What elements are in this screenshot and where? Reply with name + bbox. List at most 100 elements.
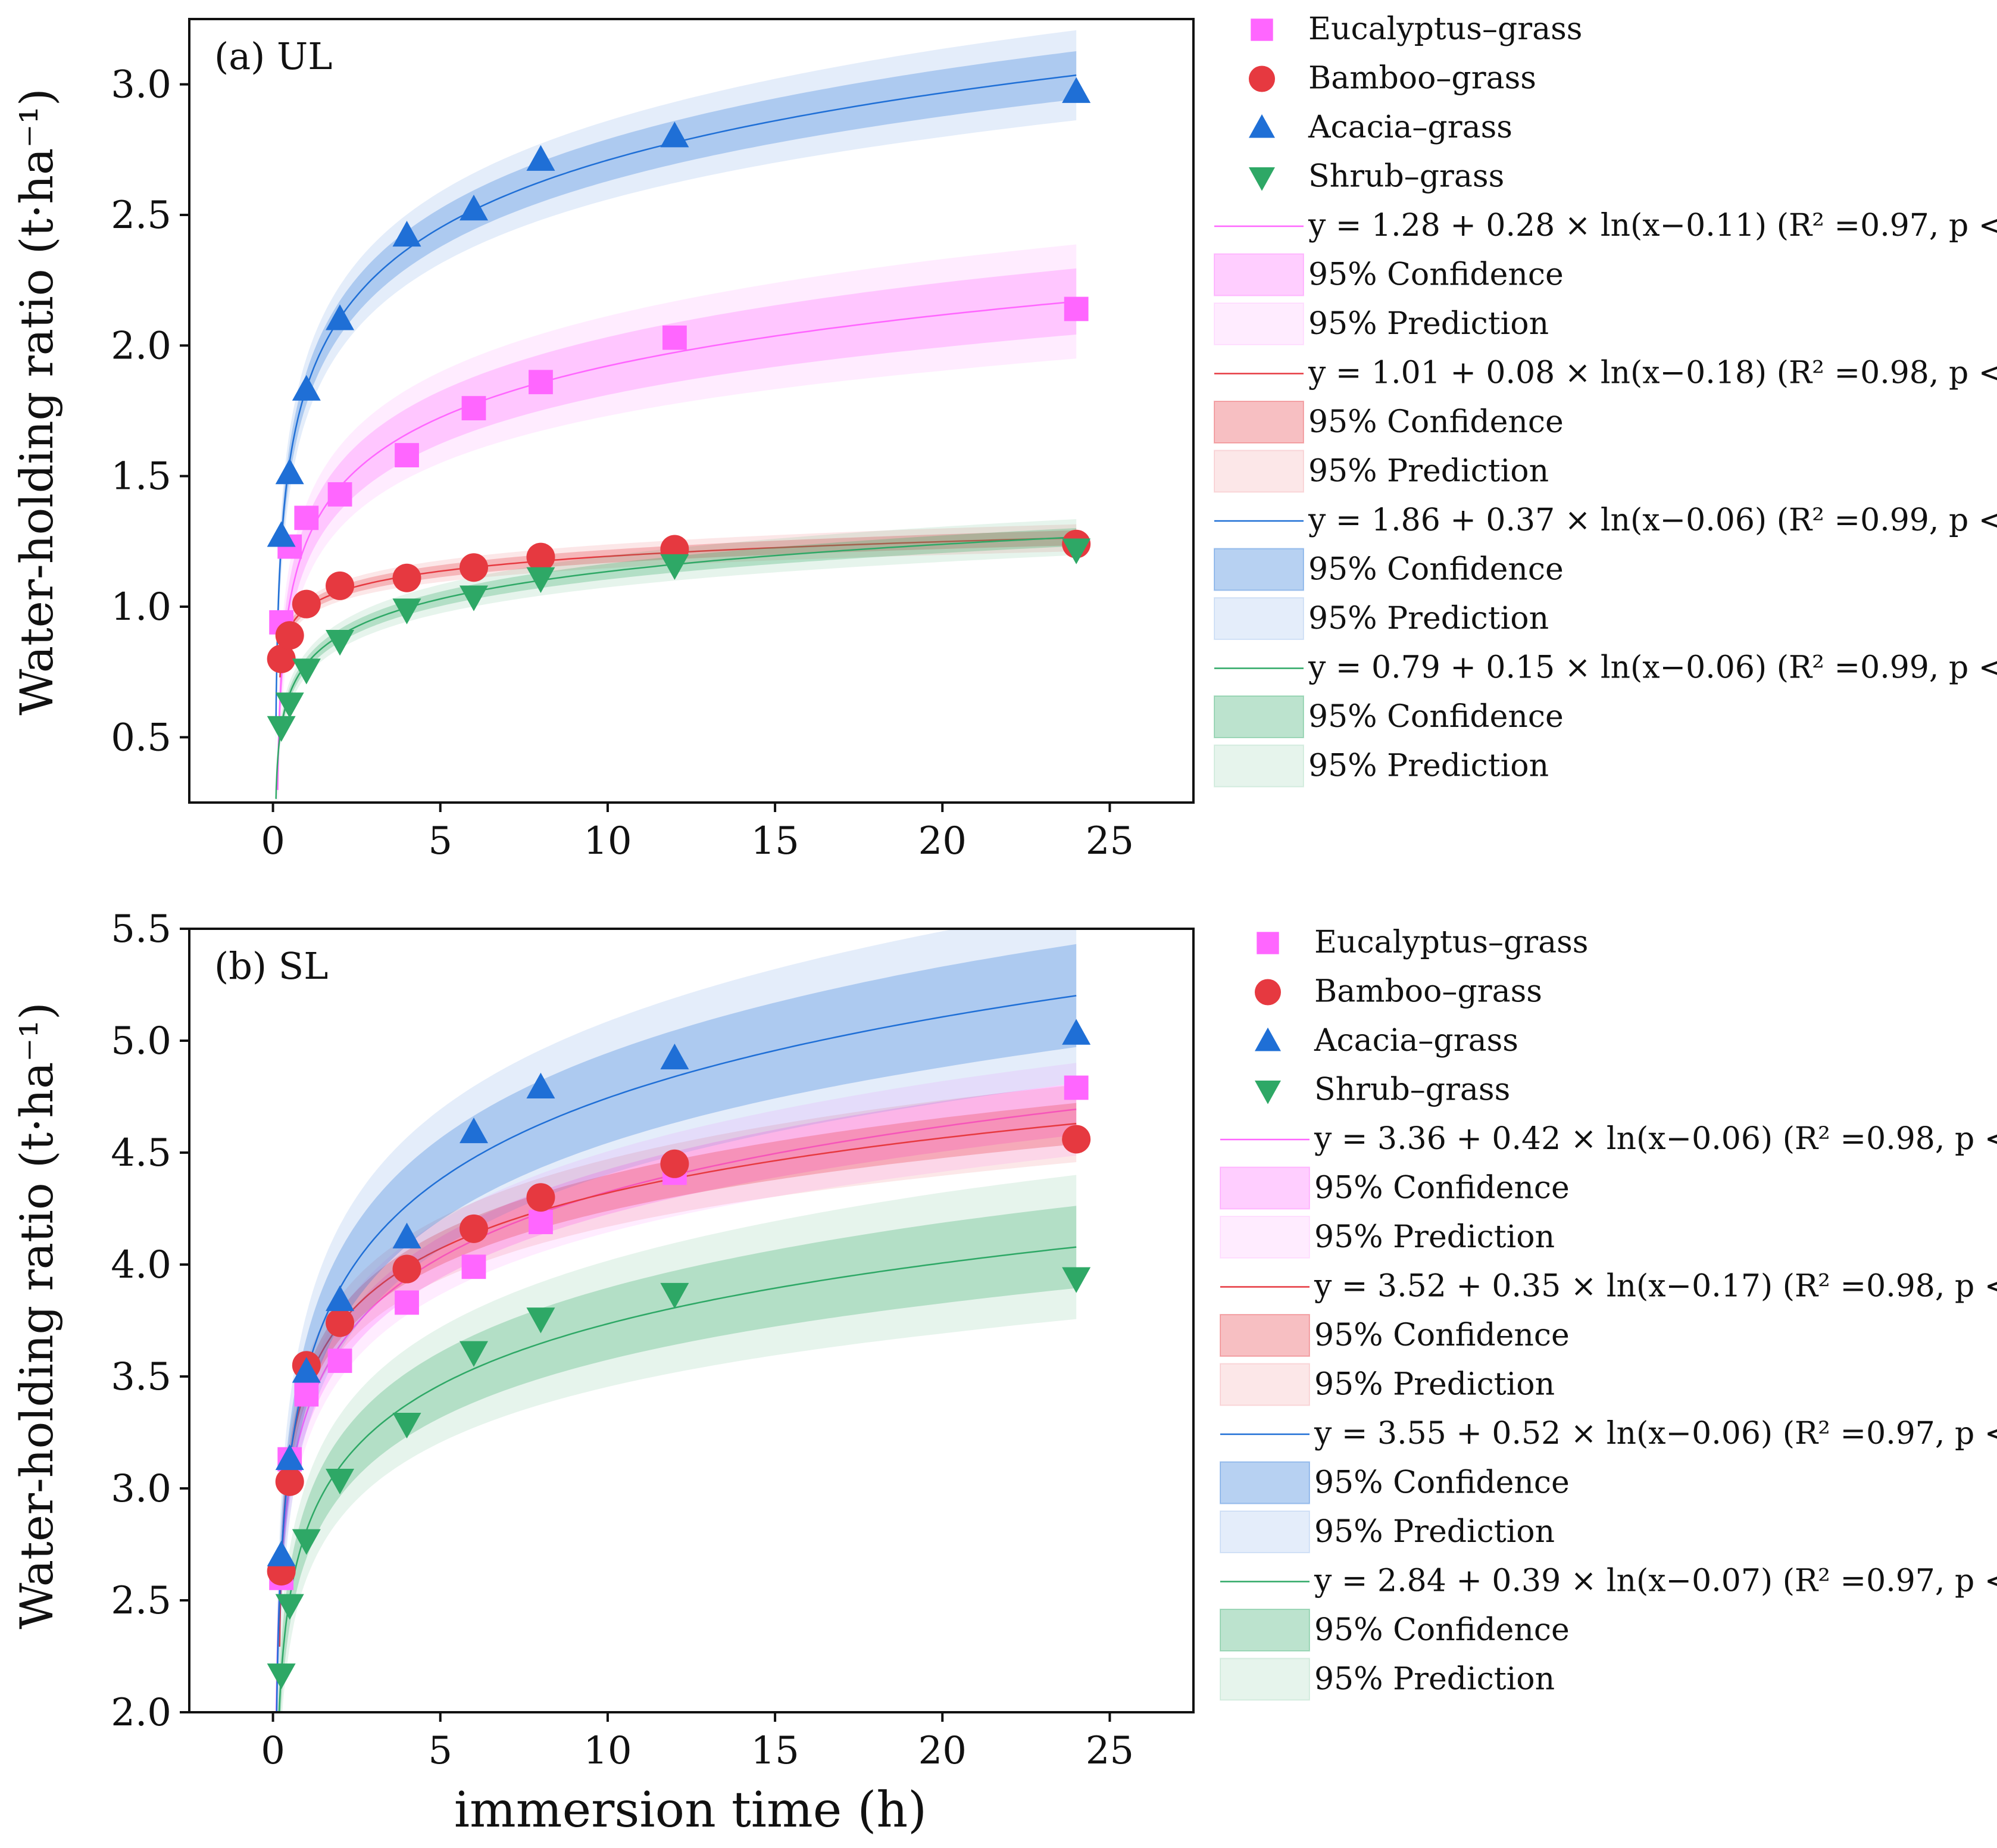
x-tick-label: 10 [583,1729,632,1773]
data-point-bamboo-grass [459,1214,488,1243]
x-tick-label: 15 [751,1729,799,1773]
data-point-acacia-grass [392,220,421,247]
data-point-bamboo-grass [275,621,304,650]
data-point-acacia-grass [267,521,296,547]
data-point-eucalyptus-grass [1064,296,1089,321]
data-point-eucalyptus-grass [1064,1075,1089,1100]
data-point-acacia-grass [459,1117,488,1144]
prediction-band-eucalyptus-grass [277,244,1077,803]
fit-curve-shrub-grass [275,536,1077,800]
legend-confidence-swatch-eucalyptus-grass [1220,1166,1310,1210]
panel-label: (b) SL [214,944,328,988]
data-point-shrub-grass [526,567,555,593]
data-point-shrub-grass [1062,538,1091,564]
legend-fit-equation-shrub-grass: y = 2.84 + 0.39 × ln(x−0.07) (R² =0.97, … [1314,1563,1997,1599]
legend-confidence-swatch-acacia-grass [1214,548,1304,591]
data-point-eucalyptus-grass [461,396,486,421]
data-point-shrub-grass [326,630,355,656]
legend-confidence-label: 95% Confidence [1308,552,1564,588]
y-tick-label: 5.0 [111,1019,171,1063]
data-point-shrub-grass [292,1529,321,1555]
confidence-band-acacia-grass [276,51,1077,739]
fit-curve-eucalyptus-grass [277,301,1077,790]
legend-fit-equation-eucalyptus-grass: y = 3.36 + 0.42 × ln(x−0.06) (R² =0.98, … [1314,1121,1997,1157]
data-point-eucalyptus-grass [395,443,419,467]
data-point-eucalyptus-grass [294,505,319,530]
data-point-acacia-grass [1062,1019,1091,1045]
data-point-eucalyptus-grass [461,1254,486,1279]
legend-label-acacia-grass: Acacia–grass [1314,1023,1518,1059]
data-point-shrub-grass [392,1412,421,1439]
y-tick-label: 5.5 [111,907,171,951]
x-tick-label: 20 [918,1729,967,1773]
legend-prediction-swatch-acacia-grass [1220,1510,1310,1553]
y-tick-label: 4.5 [111,1131,171,1175]
legend-prediction-swatch-acacia-grass [1214,597,1304,640]
legend-prediction-swatch-eucalyptus-grass [1220,1216,1310,1259]
data-point-eucalyptus-grass [529,1210,553,1234]
data-point-shrub-grass [326,1468,355,1495]
data-point-acacia-grass [660,1043,689,1070]
data-point-acacia-grass [326,304,355,330]
data-point-bamboo-grass [392,1254,421,1284]
y-tick-label: 2.5 [111,1579,171,1623]
data-point-shrub-grass [292,658,321,685]
x-tick-label: 20 [918,819,967,863]
data-point-shrub-grass [660,1282,689,1309]
legend-prediction-label: 95% Prediction [1314,1662,1555,1697]
data-point-acacia-grass [326,1285,355,1312]
legend-prediction-label: 95% Prediction [1314,1367,1555,1403]
y-tick-label: 2.5 [111,193,171,238]
legend-marker-shrub-grass [1249,167,1275,191]
data-point-bamboo-grass [459,553,488,582]
y-axis-label-b: Water-holding ratio (t·ha⁻¹) [10,1002,63,1629]
data-point-bamboo-grass [660,1149,689,1178]
legend-confidence-swatch-bamboo-grass [1214,401,1304,444]
data-point-bamboo-grass [526,1183,555,1212]
legend-prediction-swatch-shrub-grass [1220,1657,1310,1701]
legend-fit-equation-bamboo-grass: y = 1.01 + 0.08 × ln(x−0.18) (R² =0.98, … [1308,355,1997,391]
legend-marker-bamboo-grass [1255,979,1281,1006]
legend-prediction-swatch-bamboo-grass [1214,449,1304,493]
data-point-shrub-grass [526,1307,555,1334]
fit-curve-acacia-grass [275,74,1077,722]
legend-fit-equation-eucalyptus-grass: y = 1.28 + 0.28 × ln(x−0.11) (R² =0.97, … [1308,208,1997,244]
legend-prediction-swatch-shrub-grass [1214,744,1304,788]
x-tick-label: 25 [1086,1729,1134,1773]
legend-prediction-label: 95% Prediction [1314,1514,1555,1550]
data-point-eucalyptus-grass [327,1348,352,1373]
y-tick-label: 3.0 [111,1467,171,1511]
panel-b: 0 5 10 15 20 25 2.0 2.5 3.0 3.5 4.0 4.5 5.0 5.5 (b) SL… [111,907,1997,1773]
legend-prediction-label: 95% Prediction [1314,1219,1555,1255]
legend-fit-equation-shrub-grass: y = 0.79 + 0.15 × ln(x−0.06) (R² =0.99, … [1308,650,1997,686]
data-point-shrub-grass [459,1341,488,1367]
legend-label-eucalyptus-grass: Eucalyptus–grass [1308,11,1582,47]
data-point-shrub-grass [459,585,488,611]
panel-a: 0 5 10 15 20 25 0.5 1.0 1.5 2.0 2.5 3.0 (a) UL Eucaly… [111,11,1997,863]
legend-label-shrub-grass: Shrub–grass [1308,159,1504,195]
legend-label-bamboo-grass: Bamboo–grass [1314,974,1542,1010]
x-tick-label: 5 [428,1729,452,1773]
data-point-bamboo-grass [326,1308,355,1337]
legend-marker-eucalyptus-grass [1257,932,1279,954]
data-point-acacia-grass [459,195,488,221]
data-point-shrub-grass [392,598,421,625]
legend-marker-acacia-grass [1255,1027,1281,1051]
data-point-eucalyptus-grass [395,1290,419,1315]
axes-frame [188,18,1195,804]
data-point-acacia-grass [526,1072,555,1098]
x-tick-label: 5 [428,819,452,863]
legend-confidence-label: 95% Confidence [1308,257,1564,293]
legend-prediction-swatch-bamboo-grass [1220,1363,1310,1406]
data-point-shrub-grass [275,692,304,719]
x-tick-label: 0 [261,1729,285,1773]
legend-marker-bamboo-grass [1249,65,1275,92]
data-point-acacia-grass [1062,77,1091,103]
legend-fit-equation-acacia-grass: y = 3.55 + 0.52 × ln(x−0.06) (R² =0.97, … [1314,1416,1997,1451]
y-tick-label: 3.5 [111,1355,171,1399]
prediction-band-shrub-grass [277,1175,1077,1712]
legend-marker-eucalyptus-grass [1251,18,1273,41]
data-point-shrub-grass [275,1594,304,1620]
legend-confidence-label: 95% Confidence [1308,699,1564,735]
